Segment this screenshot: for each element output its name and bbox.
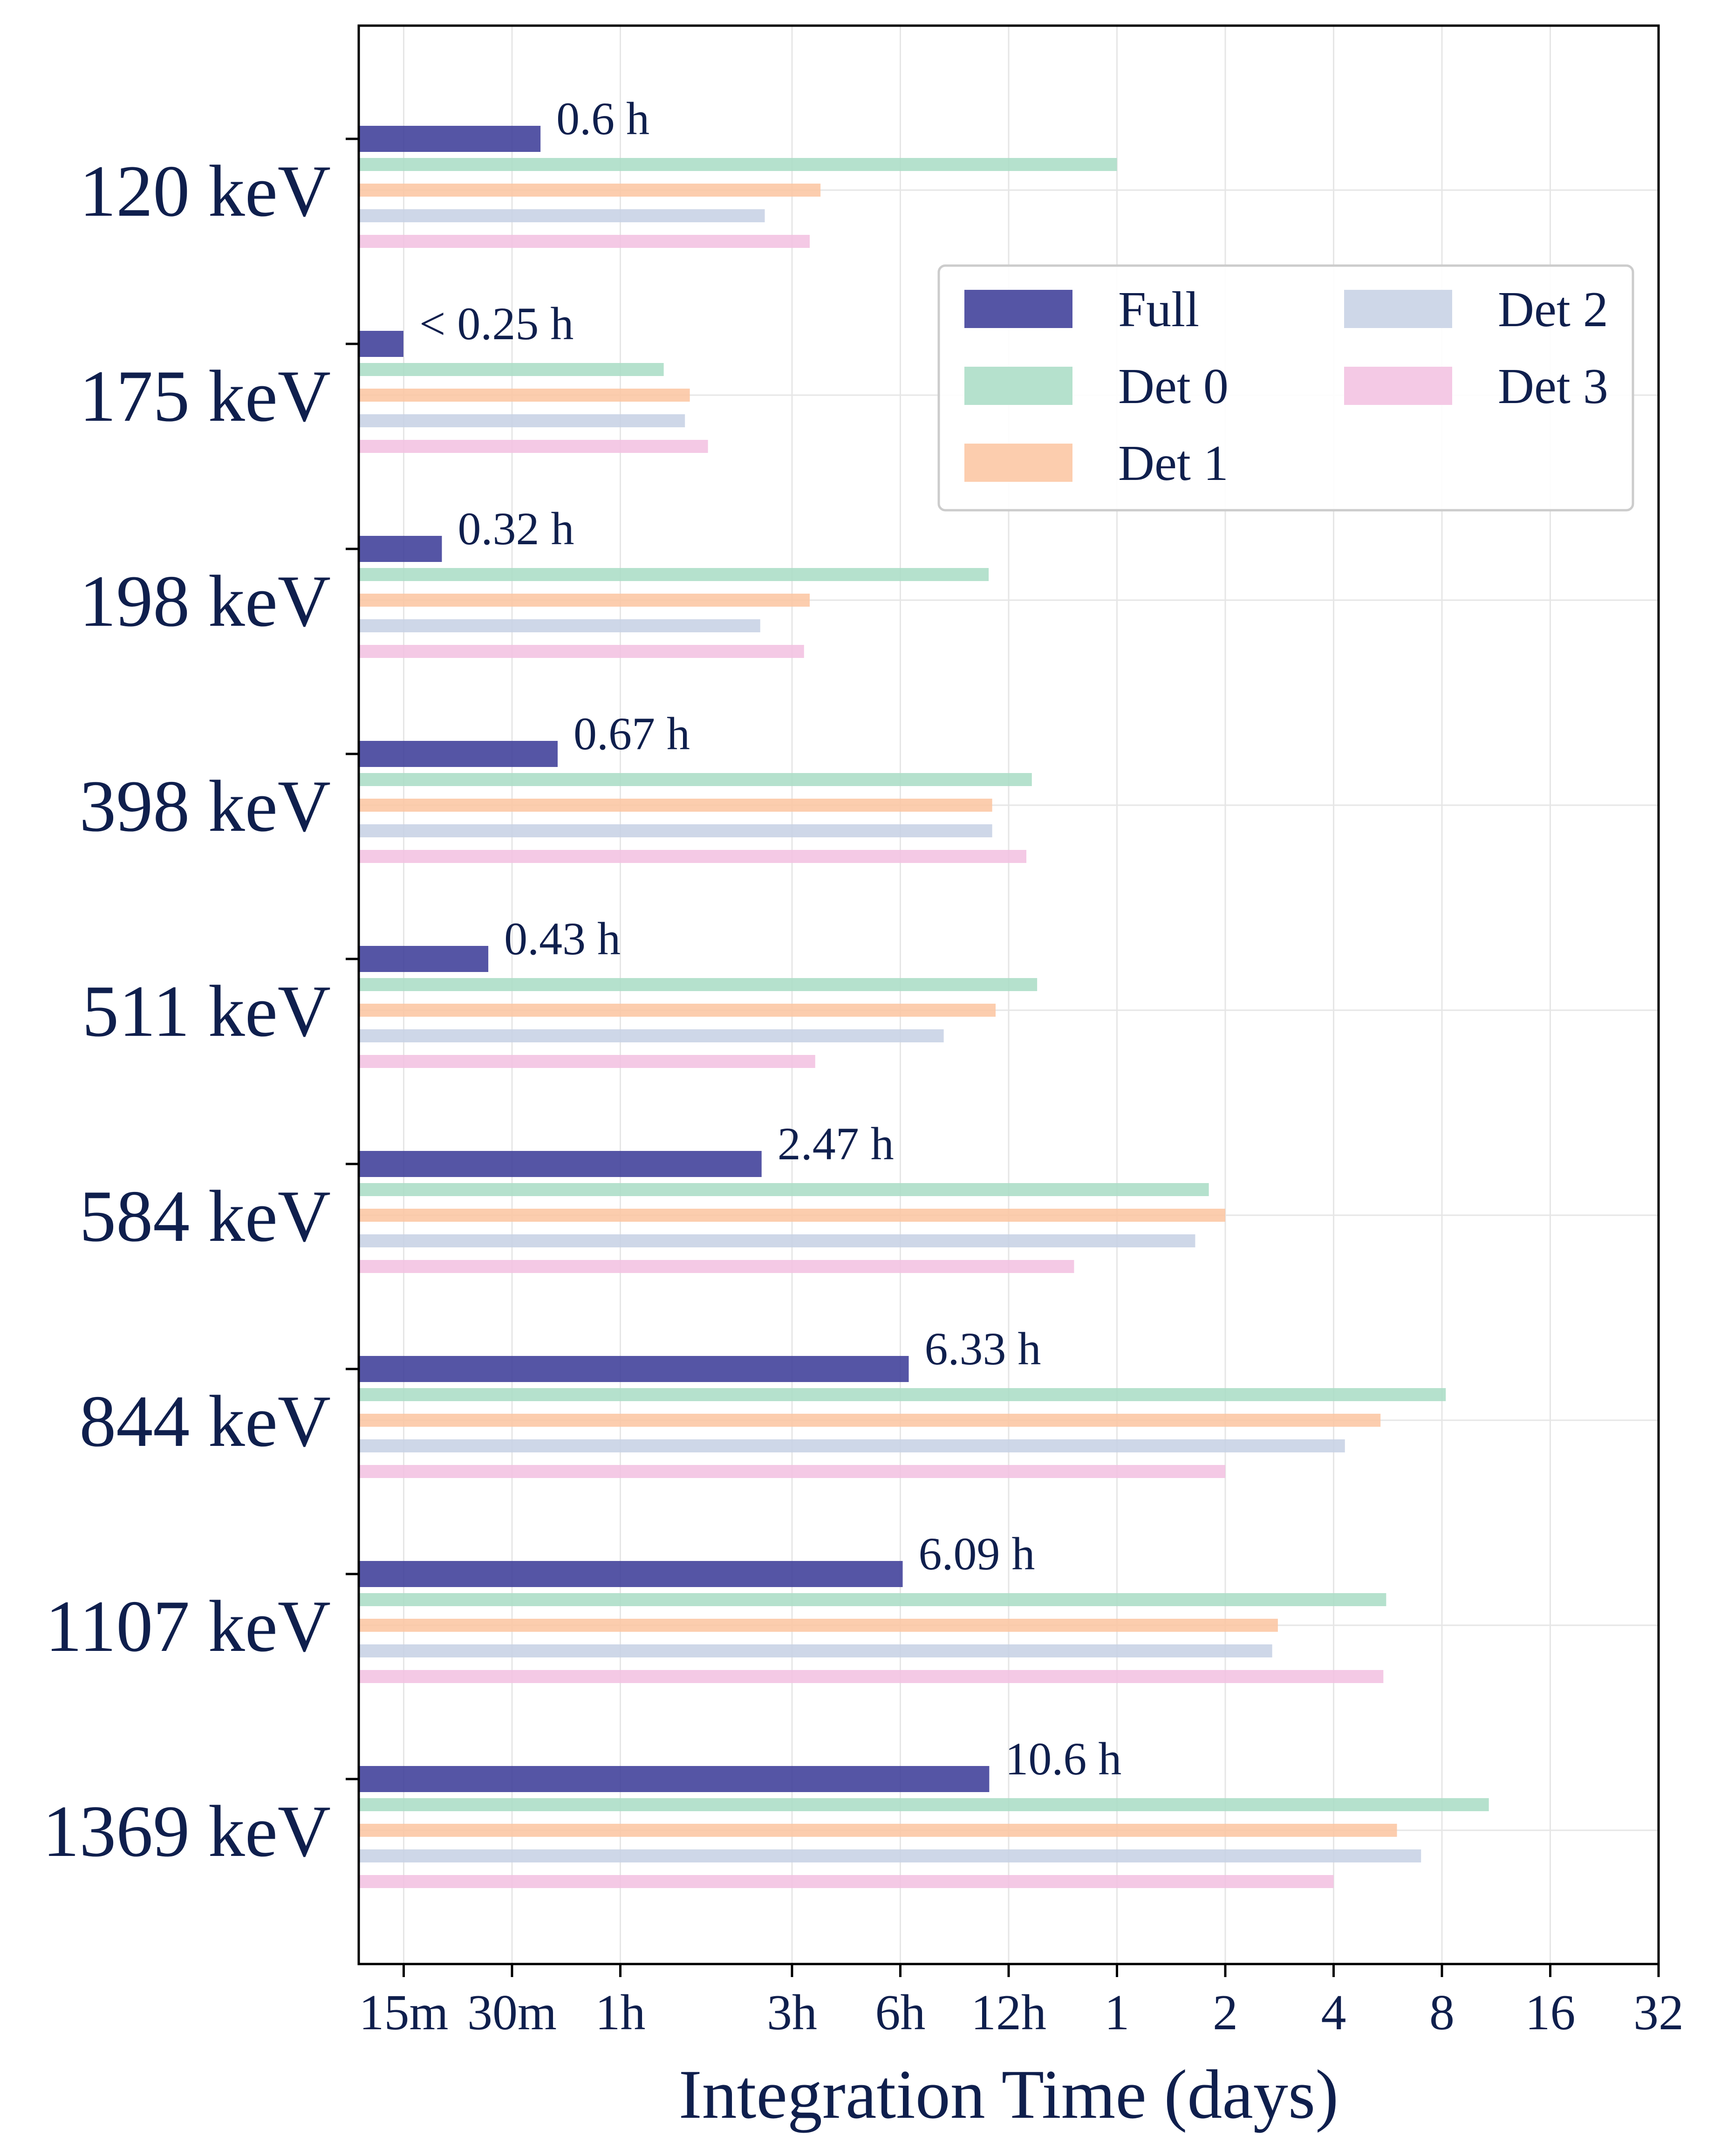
bar-det-3 bbox=[359, 645, 804, 658]
y-axis: 120 keV 175 keV 198 keV 398 keV 511 keV 584 k… bbox=[42, 137, 359, 1872]
bar-det-1 bbox=[359, 389, 690, 402]
bar-annotation: < 0.25 h bbox=[419, 298, 574, 349]
bar-full bbox=[359, 1561, 903, 1587]
bar-det-1 bbox=[359, 1619, 1278, 1632]
bar-det-3 bbox=[359, 1670, 1384, 1683]
bar-det-0 bbox=[359, 773, 1032, 786]
bar-full bbox=[359, 741, 558, 767]
bar-det-2 bbox=[359, 824, 992, 837]
x-axis: 15m 30m 1h 3h 6h 12h 1 2 4 8 16 32 bbox=[359, 1964, 1684, 2040]
bar-det-3 bbox=[359, 440, 708, 453]
bar-full bbox=[359, 1356, 909, 1382]
x-tick-label: 6h bbox=[875, 1985, 926, 2040]
bar-det-2 bbox=[359, 414, 685, 427]
bar-det-1 bbox=[359, 1004, 996, 1017]
bar-full bbox=[359, 1766, 990, 1792]
y-tick-label: 844 keV bbox=[79, 1381, 331, 1462]
bar-det-0 bbox=[359, 1388, 1446, 1401]
legend: Full Det 0 Det 1 Det 2 Det 3 bbox=[937, 264, 1634, 512]
bar-annotation: 2.47 h bbox=[778, 1118, 894, 1170]
bar-det-0 bbox=[359, 1593, 1386, 1606]
bar-det-1 bbox=[359, 184, 821, 197]
legend-swatch bbox=[1344, 367, 1452, 405]
x-tick-label: 32 bbox=[1633, 1985, 1684, 2040]
bar-det-3 bbox=[359, 1055, 815, 1068]
bar-annotation: 10.6 h bbox=[1005, 1733, 1121, 1785]
x-tick-label: 15m bbox=[359, 1985, 448, 2040]
bar-annotation: 6.09 h bbox=[919, 1528, 1035, 1580]
bar-det-1 bbox=[359, 1414, 1381, 1427]
legend-label: Det 1 bbox=[1118, 436, 1229, 491]
y-tick-label: 175 keV bbox=[79, 356, 331, 437]
bar-full bbox=[359, 1151, 762, 1177]
bar-det-2 bbox=[359, 1439, 1345, 1452]
legend-label: Det 0 bbox=[1118, 359, 1229, 414]
bar-det-3 bbox=[359, 1465, 1225, 1478]
x-tick-label: 4 bbox=[1321, 1985, 1346, 2040]
bars bbox=[359, 126, 1489, 1888]
bar-annotation: 0.6 h bbox=[556, 93, 649, 144]
legend-swatch bbox=[964, 367, 1072, 405]
legend-box bbox=[937, 264, 1634, 512]
y-tick-label: 120 keV bbox=[79, 151, 331, 232]
y-tick-label: 584 keV bbox=[79, 1176, 331, 1257]
legend-swatch bbox=[964, 290, 1072, 328]
bar-det-2 bbox=[359, 1029, 944, 1042]
bar-det-0 bbox=[359, 158, 1117, 171]
x-tick-label: 12h bbox=[971, 1985, 1046, 2040]
legend-swatch bbox=[964, 444, 1072, 482]
x-axis-label: Integration Time (days) bbox=[679, 2056, 1339, 2133]
x-tick-label: 16 bbox=[1525, 1985, 1576, 2040]
legend-label: Det 2 bbox=[1498, 282, 1608, 337]
bar-annotation: 0.32 h bbox=[458, 503, 574, 554]
bar-det-1 bbox=[359, 1209, 1225, 1222]
y-tick-label: 1107 keV bbox=[45, 1586, 331, 1667]
bar-det-0 bbox=[359, 1798, 1489, 1811]
bar-annotation: 6.33 h bbox=[925, 1323, 1041, 1375]
legend-label: Full bbox=[1118, 282, 1199, 337]
bar-det-2 bbox=[359, 1849, 1421, 1862]
bar-full bbox=[359, 331, 403, 357]
y-tick-label: 198 keV bbox=[79, 561, 331, 642]
bar-annotation: 0.67 h bbox=[574, 708, 690, 760]
legend-label: Det 3 bbox=[1498, 359, 1608, 414]
bar-full bbox=[359, 126, 541, 152]
x-tick-label: 30m bbox=[467, 1985, 557, 2040]
bar-det-3 bbox=[359, 1875, 1334, 1888]
bar-det-0 bbox=[359, 1183, 1209, 1196]
bar-det-2 bbox=[359, 1234, 1195, 1247]
bar-det-3 bbox=[359, 235, 810, 248]
x-tick-label: 1 bbox=[1105, 1985, 1130, 2040]
bar-det-3 bbox=[359, 1260, 1074, 1273]
x-tick-label: 8 bbox=[1429, 1985, 1455, 2040]
annotations: 0.6 h < 0.25 h 0.32 h 0.67 h 0.43 h 2.47 h 6.3… bbox=[419, 93, 1121, 1785]
bar-det-2 bbox=[359, 209, 765, 222]
bar-det-0 bbox=[359, 978, 1038, 991]
bar-annotation: 0.43 h bbox=[504, 913, 621, 965]
bar-det-2 bbox=[359, 619, 760, 632]
bar-det-1 bbox=[359, 799, 992, 812]
x-tick-label: 1h bbox=[595, 1985, 645, 2040]
bar-det-1 bbox=[359, 1824, 1397, 1837]
legend-swatch bbox=[1344, 290, 1452, 328]
bar-det-0 bbox=[359, 568, 989, 581]
bar-det-3 bbox=[359, 850, 1027, 863]
y-tick-label: 1369 keV bbox=[42, 1791, 331, 1872]
x-tick-label: 3h bbox=[767, 1985, 817, 2040]
bar-det-0 bbox=[359, 363, 664, 376]
bar-full bbox=[359, 946, 489, 972]
bar-det-1 bbox=[359, 594, 810, 607]
bar-full bbox=[359, 536, 442, 562]
bar-det-2 bbox=[359, 1644, 1272, 1657]
x-tick-label: 2 bbox=[1213, 1985, 1238, 2040]
y-tick-label: 511 keV bbox=[82, 971, 331, 1052]
y-tick-label: 398 keV bbox=[79, 766, 331, 847]
